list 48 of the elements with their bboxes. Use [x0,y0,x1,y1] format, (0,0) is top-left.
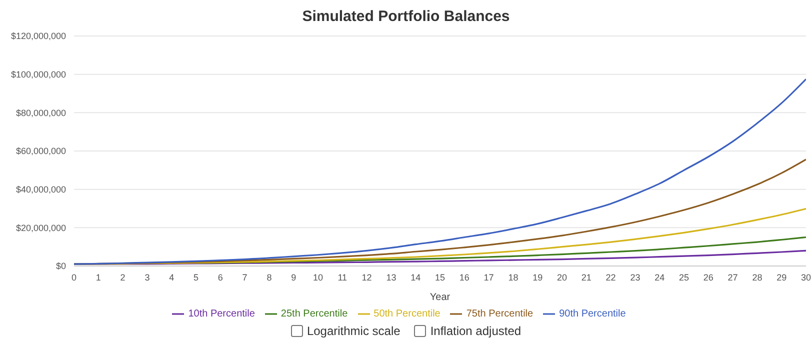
x-tick-label: 19 [532,272,543,282]
x-tick-label: 3 [144,272,150,282]
y-tick-label: $100,000,000 [10,70,66,80]
x-tick-label: 28 [752,272,762,282]
x-tick-label: 20 [556,272,568,282]
legend-label: 50th Percentile [374,308,440,320]
text: Logarithmic scale [306,324,400,338]
x-tick-label: 23 [630,272,640,282]
x-axis-title: Year [430,292,451,303]
x-tick-label: 21 [581,272,592,282]
y-tick-label: $0 [56,261,66,272]
x-tick-label: 12 [362,272,372,282]
legend-label: 25th Percentile [280,308,348,320]
y-tick-label: $20,000,000 [16,222,66,233]
y-tick-label: $60,000,000 [16,146,66,156]
x-tick-label: 0 [71,272,77,282]
y-tick-label: $40,000,000 [16,184,66,195]
x-tick-label: 14 [410,272,421,282]
x-tick-label: 24 [654,272,665,282]
legend-label: 90th Percentile [559,308,626,320]
x-tick-label: 8 [266,272,272,282]
x-tick-label: 16 [459,272,470,282]
x-tick-label: 11 [338,272,348,282]
y-tick-label: $120,000,000 [10,31,66,42]
x-tick-label: 25 [678,272,690,282]
text: Inflation adjusted [430,324,522,338]
x-tick-label: 17 [484,272,494,282]
x-tick-label: 7 [242,272,248,282]
x-tick-label: 15 [434,272,446,282]
x-tick-label: 6 [218,272,223,282]
x-tick-label: 29 [776,272,787,282]
line-series [74,78,806,265]
x-tick-label: 18 [508,272,518,282]
x-tick-label: 22 [606,272,616,282]
x-tick-label: 27 [728,272,738,282]
x-tick-label: 10 [312,272,324,282]
legend-label: 10th Percentile [188,308,255,320]
x-tick-label: 30 [800,272,812,282]
x-tick-label: 9 [291,272,296,282]
y-tick-label: $80,000,000 [16,108,66,118]
x-tick-label: 2 [120,272,126,282]
x-tick-label: 26 [703,272,714,282]
x-tick-label: 1 [96,272,101,282]
legend-label: 75th Percentile [466,308,534,320]
x-tick-label: 4 [169,272,174,282]
x-tick-label: 5 [193,272,199,282]
x-tick-label: 13 [386,272,396,282]
chart-title: Simulated Portfolio Balances [301,8,511,27]
